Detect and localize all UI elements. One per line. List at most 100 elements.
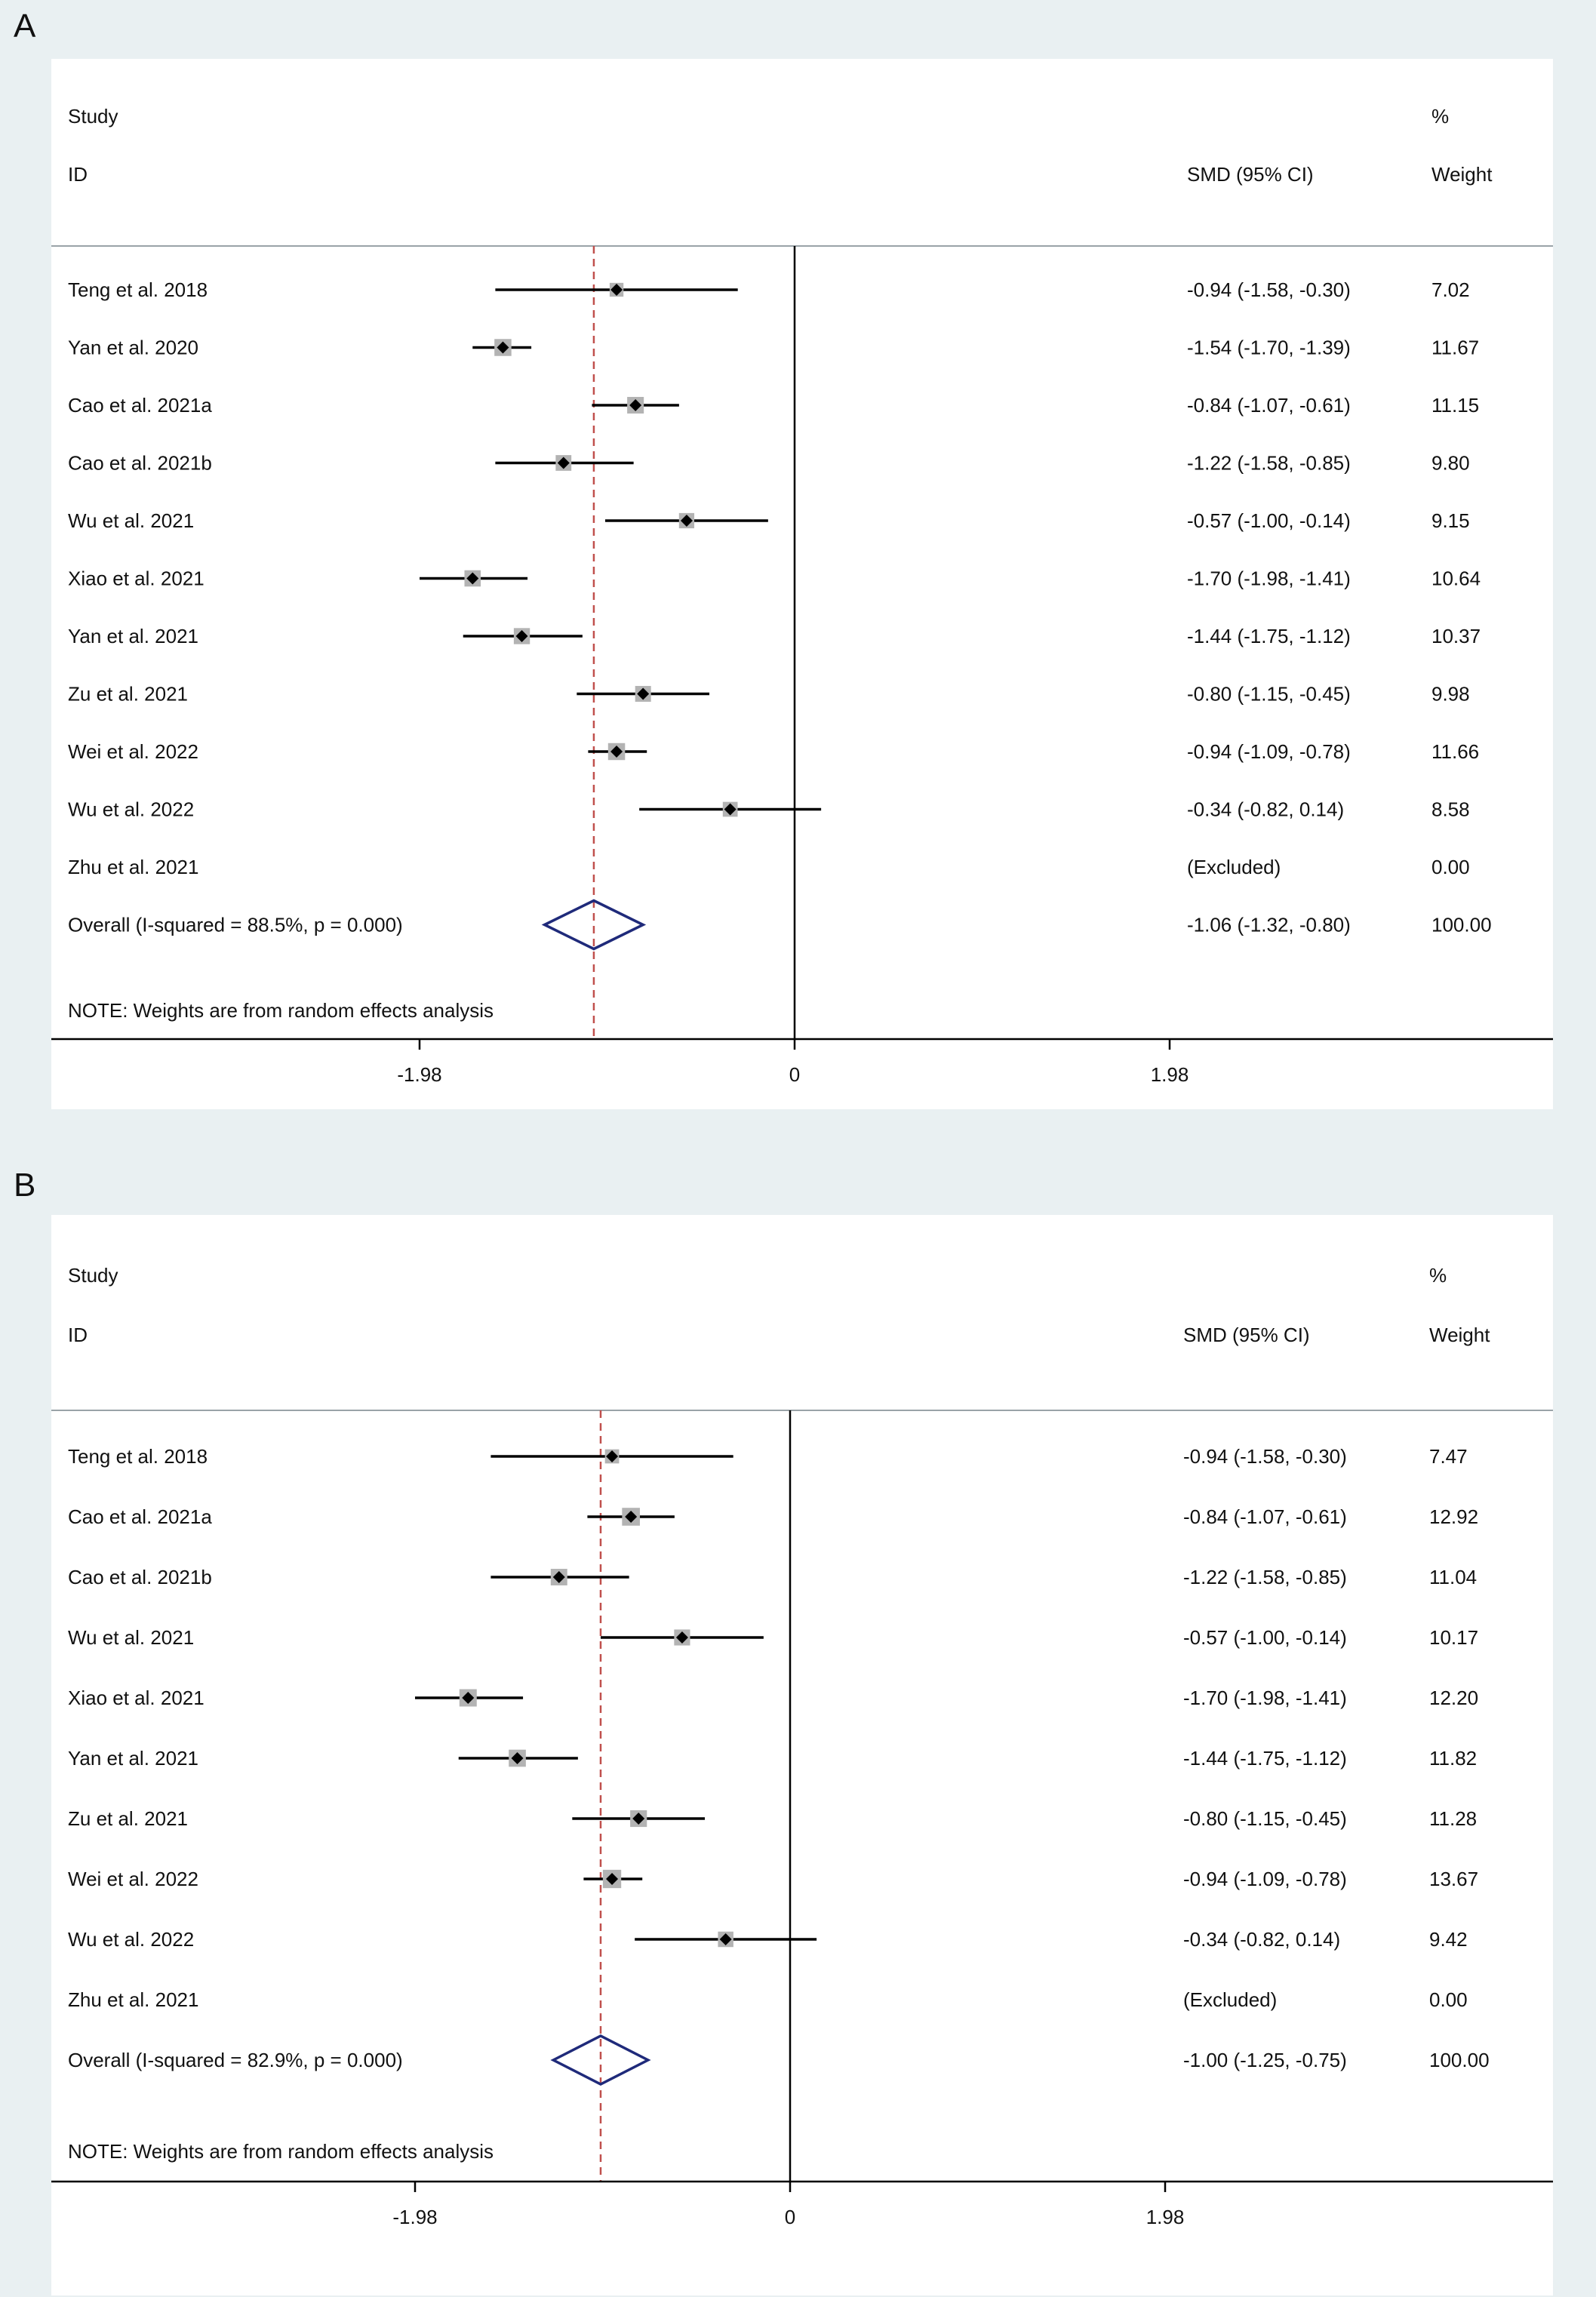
forest-plot-b-svg: Study ID SMD (95% CI)% Weight Teng et al. 20… — [51, 1264, 1553, 2228]
study-point-estimate — [466, 572, 479, 585]
study-point-estimate — [552, 1571, 565, 1583]
study-ci-text: -1.22 (-1.58, -0.85) — [1183, 1566, 1347, 1588]
header-percent: % — [1431, 105, 1449, 128]
study-point-estimate — [625, 1511, 638, 1523]
study-point-estimate — [680, 515, 693, 527]
note-text: NOTE: Weights are from random effects an… — [68, 2140, 494, 2163]
study-weight: 9.42 — [1429, 1928, 1468, 1951]
x-tick-label: -1.98 — [392, 2206, 437, 2228]
study-point-estimate — [497, 341, 509, 354]
study-weight: 9.15 — [1431, 509, 1470, 532]
study-name: Yan et al. 2021 — [68, 625, 198, 647]
x-tick-label: -1.98 — [397, 1063, 441, 1086]
study-name: Wu et al. 2021 — [68, 509, 194, 532]
study-weight: 11.04 — [1429, 1566, 1477, 1588]
study-name: Yan et al. 2021 — [68, 1747, 198, 1770]
study-ci-text: -0.57 (-1.00, -0.14) — [1183, 1626, 1347, 1649]
overall-diamond — [550, 2034, 651, 2086]
study-point-estimate — [515, 630, 528, 642]
study-point-estimate — [606, 1450, 619, 1462]
study-ci-text: -0.94 (-1.58, -0.30) — [1183, 1445, 1347, 1468]
study-weight: 9.98 — [1431, 683, 1470, 706]
study-point-estimate — [511, 1752, 524, 1764]
study-ci-text: -0.84 (-1.07, -0.61) — [1187, 394, 1351, 417]
study-weight: 11.82 — [1429, 1747, 1477, 1770]
study-ci-text: -1.70 (-1.98, -1.41) — [1187, 567, 1351, 590]
study-ci-text: -0.34 (-0.82, 0.14) — [1187, 798, 1344, 821]
study-name: Wu et al. 2022 — [68, 1928, 194, 1951]
study-ci-text: -1.44 (-1.75, -1.12) — [1183, 1747, 1347, 1770]
study-name: Wei et al. 2022 — [68, 1868, 198, 1890]
header-id: ID — [68, 1324, 88, 1346]
study-name: Cao et al. 2021b — [68, 452, 212, 475]
study-weight: 8.58 — [1431, 798, 1470, 821]
overall-weight: 100.00 — [1429, 2049, 1490, 2071]
study-point-estimate — [610, 284, 623, 296]
study-ci-text: (Excluded) — [1183, 1988, 1277, 2011]
study-name: Wu et al. 2022 — [68, 798, 194, 821]
x-tick-label: 1.98 — [1146, 2206, 1185, 2228]
study-ci-text: -1.22 (-1.58, -0.85) — [1187, 452, 1351, 475]
study-ci-text: -1.54 (-1.70, -1.39) — [1187, 337, 1351, 359]
overall-diamond — [541, 899, 647, 951]
study-point-estimate — [629, 399, 642, 411]
study-name: Wei et al. 2022 — [68, 740, 198, 763]
study-name: Xiao et al. 2021 — [68, 1687, 204, 1709]
study-ci-text: -1.44 (-1.75, -1.12) — [1187, 625, 1351, 647]
header-effect-label: SMD (95% CI) — [1183, 1324, 1310, 1346]
header-weight: Weight — [1431, 163, 1493, 186]
study-name: Yan et al. 2020 — [68, 337, 198, 359]
study-name: Wu et al. 2021 — [68, 1626, 194, 1649]
study-name: Zu et al. 2021 — [68, 1807, 188, 1830]
study-weight: 10.37 — [1431, 625, 1481, 647]
forest-plot-a: Study ID SMD (95% CI)% Weight Teng et al. 20… — [51, 59, 1553, 1109]
study-name: Cao et al. 2021a — [68, 394, 212, 417]
overall-weight: 100.00 — [1431, 914, 1492, 936]
note-text: NOTE: Weights are from random effects an… — [68, 999, 494, 1022]
forest-plot-a-svg: Study ID SMD (95% CI)% Weight Teng et al. 20… — [51, 105, 1553, 1086]
study-ci-text: -0.80 (-1.15, -0.45) — [1187, 683, 1351, 706]
study-weight: 11.15 — [1431, 394, 1479, 417]
x-tick-label: 1.98 — [1151, 1063, 1189, 1086]
study-ci-text: -0.34 (-0.82, 0.14) — [1183, 1928, 1340, 1951]
study-name: Cao et al. 2021a — [68, 1505, 212, 1528]
study-ci-text: -0.94 (-1.09, -0.78) — [1187, 740, 1351, 763]
overall-ci-text: -1.06 (-1.32, -0.80) — [1187, 914, 1351, 936]
overall-label: Overall (I-squared = 82.9%, p = 0.000) — [68, 2049, 403, 2071]
study-weight: 10.17 — [1429, 1626, 1478, 1649]
header-study: Study — [68, 1264, 118, 1287]
study-ci-text: -0.84 (-1.07, -0.61) — [1183, 1505, 1347, 1528]
study-point-estimate — [632, 1813, 645, 1825]
panel-a-label: A — [14, 8, 36, 45]
study-point-estimate — [637, 687, 650, 700]
study-name: Xiao et al. 2021 — [68, 567, 204, 590]
panel-b-label: B — [14, 1167, 36, 1204]
study-ci-text: -0.94 (-1.09, -0.78) — [1183, 1868, 1347, 1890]
header-weight: Weight — [1429, 1324, 1490, 1346]
study-weight: 9.80 — [1431, 452, 1470, 475]
study-weight: 13.67 — [1429, 1868, 1478, 1890]
overall-label: Overall (I-squared = 88.5%, p = 0.000) — [68, 914, 403, 936]
study-name: Cao et al. 2021b — [68, 1566, 212, 1588]
study-point-estimate — [724, 803, 736, 816]
study-weight: 12.20 — [1429, 1687, 1478, 1709]
header-percent: % — [1429, 1264, 1447, 1287]
header-id: ID — [68, 163, 88, 186]
study-name: Zhu et al. 2021 — [68, 1988, 198, 2011]
study-weight: 0.00 — [1431, 856, 1470, 878]
study-name: Teng et al. 2018 — [68, 278, 208, 301]
x-tick-label: 0 — [789, 1063, 800, 1086]
study-ci-text: -0.94 (-1.58, -0.30) — [1187, 278, 1351, 301]
header-effect-label: SMD (95% CI) — [1187, 163, 1314, 186]
study-name: Teng et al. 2018 — [68, 1445, 208, 1468]
study-name: Zu et al. 2021 — [68, 683, 188, 706]
study-name: Zhu et al. 2021 — [68, 856, 198, 878]
study-weight: 10.64 — [1431, 567, 1481, 590]
study-weight: 11.67 — [1431, 337, 1479, 359]
study-weight: 0.00 — [1429, 1988, 1468, 2011]
study-ci-text: -1.70 (-1.98, -1.41) — [1183, 1687, 1347, 1709]
study-weight: 11.28 — [1429, 1807, 1477, 1830]
study-point-estimate — [719, 1933, 732, 1945]
x-tick-label: 0 — [785, 2206, 795, 2228]
study-weight: 11.66 — [1431, 740, 1479, 763]
